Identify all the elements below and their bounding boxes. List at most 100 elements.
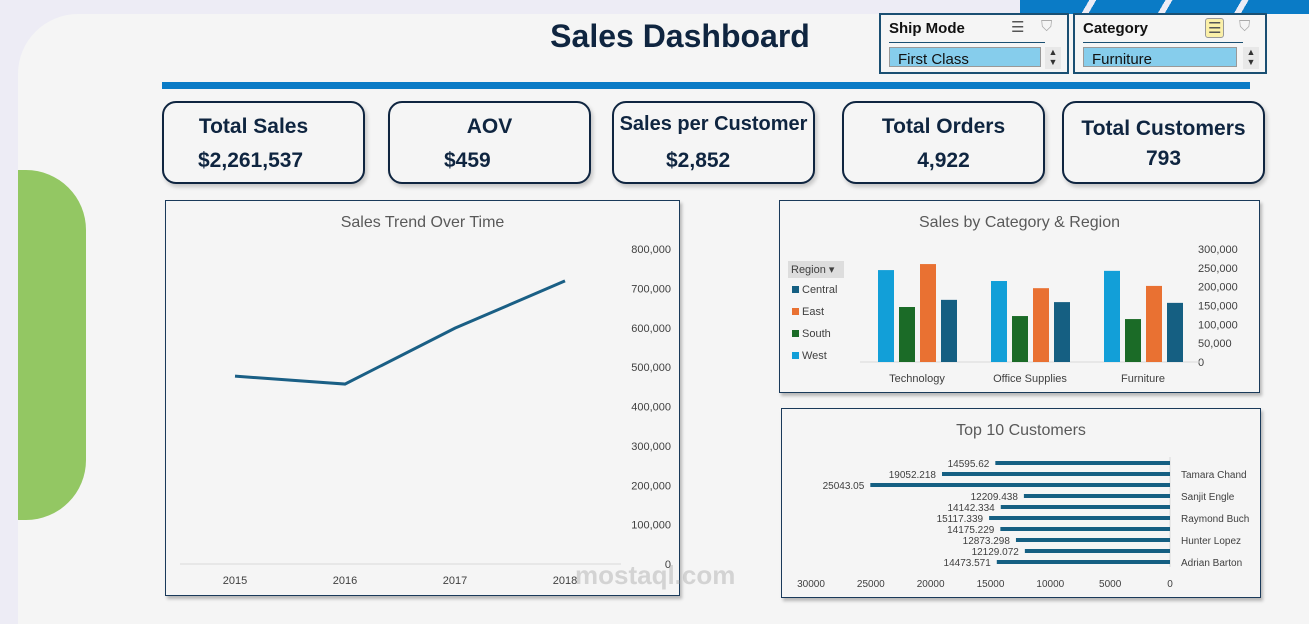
decorative-green-shape (18, 170, 86, 520)
customer-name-label: Raymond Buch (1181, 514, 1249, 525)
x-tick-label: 2016 (333, 575, 357, 587)
bar-south (1012, 316, 1028, 362)
bar-chart-svg: 0 50,000 100,000 150,000 200,000 250,000 300,0… (860, 244, 1238, 385)
bar-value-label: 19052.218 (889, 470, 937, 481)
kpi-label: Sales per Customer (619, 113, 808, 135)
bar-value-label: 12129.072 (972, 547, 1020, 558)
multi-select-icon[interactable]: ☰ (1205, 18, 1225, 38)
bar-value-label: 12873.298 (963, 536, 1011, 547)
page-title: Sales Dashboard (550, 18, 810, 54)
kpi-value: 4,922 (917, 149, 970, 172)
slicer-divider (1083, 42, 1243, 43)
kpi-label: Total Customers (1081, 117, 1246, 140)
kpi-value: 793 (1145, 147, 1182, 170)
category-slicer: Category ☰ ⛉ Furniture ▲ ▼ (1073, 13, 1267, 74)
clear-filter-icon[interactable]: ⛉ (1041, 18, 1053, 35)
slicer-item-furniture[interactable]: Furniture (1083, 47, 1237, 67)
title-divider (162, 82, 1250, 89)
x-tick-label: 30000 (797, 579, 825, 590)
x-tick-label: 25000 (857, 579, 885, 590)
kpi-sales-per-customer: Sales per Customer $2,852 (612, 101, 815, 184)
bar-central (1167, 302, 1183, 362)
slicer-scroll[interactable]: ▲ ▼ (1243, 47, 1259, 69)
x-tick-label: 10000 (1036, 579, 1064, 590)
region-filter-button[interactable]: Region ▾ (788, 261, 844, 278)
y-tick-label: 300,000 (1198, 244, 1238, 256)
y-tick-label: 150,000 (1198, 301, 1238, 313)
legend-item-west: West (792, 350, 827, 362)
legend-label: Central (802, 284, 838, 296)
legend-label: West (802, 350, 827, 362)
x-tick-label: 5000 (1099, 579, 1122, 590)
legend-item-central: Central (792, 284, 837, 296)
multi-select-icon[interactable]: ☰ (1011, 19, 1025, 36)
kpi-value: $2,852 (666, 149, 731, 172)
kpi-value: $2,261,537 (198, 149, 304, 172)
y-tick-label: 700,000 (631, 283, 671, 295)
customer-bar (989, 516, 1170, 520)
bar-value-label: 15117.339 (937, 514, 984, 525)
kpi-total-customers: Total Customers 793 (1062, 101, 1265, 184)
kpi-total-sales: Total Sales $2,261,537 (162, 101, 365, 184)
x-tick-label: 2017 (443, 575, 467, 587)
customer-bar (1000, 505, 1170, 509)
customer-name-label: Adrian Barton (1181, 558, 1242, 569)
ship-mode-slicer: Ship Mode ☰ ⛉ First Class ▲ ▼ (879, 13, 1069, 74)
customer-bar (1024, 549, 1170, 553)
bar-value-label: 14175.229 (947, 525, 995, 536)
x-tick-label: 2018 (553, 575, 577, 587)
line-chart-svg: 0 100,000 200,000 300,000 400,000 500,000 600,… (180, 244, 671, 587)
customer-name-label: Tamara Chand (1181, 470, 1247, 481)
bar-value-label: 12209.438 (971, 492, 1019, 503)
y-tick-label: 100,000 (1198, 319, 1238, 331)
slicer-title: Category (1083, 20, 1149, 37)
bar-east (920, 264, 936, 362)
y-tick-label: 500,000 (631, 362, 671, 374)
y-tick-label: 200,000 (1198, 282, 1238, 294)
kpi-aov: AOV $459 (388, 101, 591, 184)
legend-swatch (792, 330, 799, 337)
top-customers-chart: Top 10 Customers 14595.62 19052.218 Tamara… (781, 408, 1261, 598)
bar-west (1104, 270, 1120, 362)
customer-name-label: Hunter Lopez (1181, 536, 1241, 547)
kpi-value: $459 (444, 149, 491, 172)
legend-swatch (792, 352, 799, 359)
bar-south (1125, 319, 1141, 362)
bar-value-label: 14595.62 (948, 459, 990, 470)
x-tick-label: 2015 (223, 575, 247, 587)
chart-title: Top 10 Customers (956, 422, 1086, 439)
bar-west (991, 281, 1007, 362)
y-tick-label: 800,000 (631, 244, 671, 256)
bar-east (1146, 285, 1162, 362)
x-tick-label: 0 (1167, 579, 1173, 590)
x-tick-label: Office Supplies (993, 373, 1067, 385)
customer-bar (870, 483, 1170, 487)
x-tick-label: 20000 (917, 579, 945, 590)
bar-west (878, 270, 894, 362)
hbar-chart-svg: 14595.62 19052.218 Tamara Chand 25043.05 122… (797, 457, 1249, 590)
x-tick-label: Technology (889, 373, 945, 385)
y-tick-label: 0 (1198, 357, 1204, 369)
legend-item-east: East (792, 306, 824, 318)
clear-filter-icon[interactable]: ⛉ (1239, 18, 1251, 35)
customer-bar (996, 560, 1170, 564)
slicer-divider (889, 42, 1045, 43)
legend-swatch (792, 308, 799, 315)
bar-central (941, 299, 957, 362)
x-tick-label: Furniture (1121, 373, 1165, 385)
slicer-item-first-class[interactable]: First Class (889, 47, 1041, 67)
y-tick-label: 50,000 (1198, 338, 1232, 350)
slicer-scroll[interactable]: ▲ ▼ (1045, 47, 1061, 69)
y-tick-label: 300,000 (631, 441, 671, 453)
customer-bar (942, 472, 1170, 476)
y-tick-label: 200,000 (631, 480, 671, 492)
chart-title: Sales by Category & Region (919, 214, 1120, 231)
customer-bar (995, 461, 1170, 465)
legend-item-south: South (792, 328, 831, 340)
y-tick-label: 100,000 (631, 520, 671, 532)
kpi-total-orders: Total Orders 4,922 (842, 101, 1045, 184)
decorative-stripe (1020, 0, 1309, 14)
y-tick-label: 400,000 (631, 402, 671, 414)
watermark: mostaql.com (575, 560, 736, 590)
legend-title: Region (791, 264, 826, 276)
